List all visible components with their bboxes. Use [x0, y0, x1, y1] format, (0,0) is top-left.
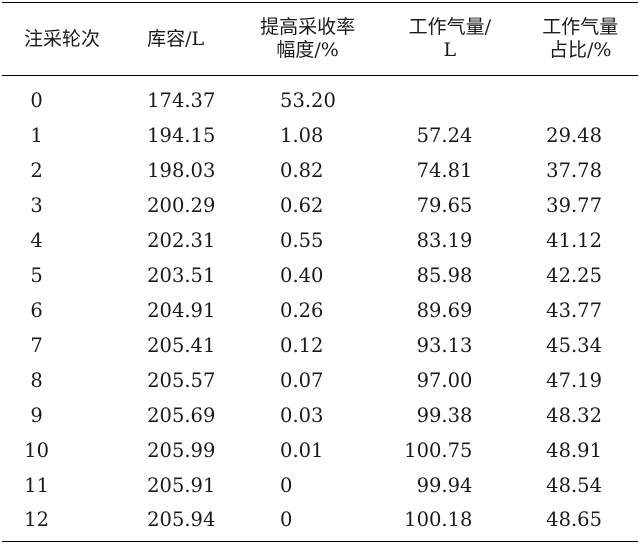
cell-capacity: 204.91 [147, 298, 216, 322]
cell-working-gas: 74.81 [416, 158, 473, 182]
cell-recovery: 1.08 [280, 123, 324, 147]
cell-recovery: 0.07 [280, 368, 324, 392]
cell-capacity: 194.15 [147, 123, 216, 147]
cell-recovery: 0.62 [280, 193, 324, 217]
header-capacity-label: 库容/L [147, 27, 205, 50]
cell-gas-ratio: 37.78 [546, 158, 602, 182]
cell-capacity: 198.03 [147, 158, 216, 182]
cell-round: 8 [30, 368, 43, 392]
cell-gas-ratio: 48.32 [546, 403, 602, 427]
cell-gas-ratio: 48.54 [546, 473, 602, 497]
cell-round: 5 [30, 263, 43, 287]
cell-capacity: 202.31 [147, 228, 216, 252]
table-header: 注采轮次 库容/L 提高采收率 幅度/% 工作气量/ L 工作气量 占比/% [2, 2, 638, 76]
header-recovery-line2: 幅度/% [276, 39, 339, 61]
cell-gas-ratio: 48.65 [546, 508, 602, 531]
table-row: 11 205.91 0 99.94 48.54 [2, 468, 638, 503]
cell-capacity: 205.91 [147, 473, 216, 497]
cell-working-gas: 85.98 [416, 263, 473, 287]
cell-round: 4 [30, 228, 43, 252]
cell-gas-ratio: 47.19 [546, 368, 602, 392]
cell-round: 7 [30, 333, 43, 357]
cell-gas-ratio: 48.91 [546, 438, 602, 462]
cell-recovery: 0 [280, 473, 293, 497]
cell-gas-ratio: 42.25 [546, 263, 602, 287]
cell-round: 10 [24, 438, 49, 462]
header-round-label: 注采轮次 [24, 27, 101, 50]
cell-gas-ratio: 43.77 [546, 298, 602, 322]
header-gas-ratio: 工作气量 占比/% [522, 3, 638, 76]
cell-working-gas: 99.94 [416, 473, 473, 497]
cell-round: 0 [30, 89, 43, 112]
cell-round: 11 [24, 473, 49, 497]
header-recovery-line1: 提高采收率 [260, 16, 356, 38]
cell-round: 12 [24, 508, 49, 531]
cell-capacity: 203.51 [147, 263, 216, 287]
table-row: 7 205.41 0.12 93.13 45.34 [2, 328, 638, 363]
table-row: 6 204.91 0.26 89.69 43.77 [2, 293, 638, 328]
cell-recovery: 0.03 [280, 403, 324, 427]
cell-round: 3 [30, 193, 43, 217]
header-working-gas: 工作气量/ L [377, 3, 522, 76]
cell-gas-ratio: 29.48 [546, 123, 602, 147]
cell-working-gas: 100.18 [404, 508, 473, 531]
table-row: 2 198.03 0.82 74.81 37.78 [2, 153, 638, 188]
cell-capacity: 205.99 [147, 438, 216, 462]
cell-working-gas: 100.75 [404, 438, 473, 462]
cell-working-gas [377, 76, 522, 119]
cell-round: 2 [30, 158, 43, 182]
cell-working-gas: 89.69 [416, 298, 473, 322]
table-row: 5 203.51 0.40 85.98 42.25 [2, 258, 638, 293]
cell-capacity: 174.37 [147, 89, 216, 112]
table-row: 0 174.37 53.20 [2, 76, 638, 119]
header-gas-ratio-line1: 工作气量 [542, 16, 619, 38]
cell-capacity: 205.94 [147, 508, 216, 531]
cell-round: 1 [30, 123, 43, 147]
cell-recovery: 0.01 [280, 438, 324, 462]
cell-gas-ratio: 41.12 [546, 228, 602, 252]
header-working-gas-line1: 工作气量/ [408, 16, 491, 38]
table-row: 4 202.31 0.55 83.19 41.12 [2, 223, 638, 258]
header-row: 注采轮次 库容/L 提高采收率 幅度/% 工作气量/ L 工作气量 占比/% [2, 2, 638, 76]
header-capacity: 库容/L [129, 3, 238, 76]
cell-recovery: 0.82 [280, 158, 324, 182]
table-row: 9 205.69 0.03 99.38 48.32 [2, 398, 638, 433]
table-body: 0 174.37 53.20 1 194.15 1.08 57.24 29.48 2 198.03… [2, 76, 638, 542]
cell-recovery: 53.20 [280, 89, 336, 112]
table-row: 8 205.57 0.07 97.00 47.19 [2, 363, 638, 398]
cell-round: 9 [30, 403, 43, 427]
cell-gas-ratio: 39.77 [546, 193, 602, 217]
cell-capacity: 205.69 [147, 403, 216, 427]
header-gas-ratio-line2: 占比/% [548, 39, 612, 61]
cell-capacity: 205.41 [147, 333, 216, 357]
cell-capacity: 200.29 [147, 193, 216, 217]
cell-gas-ratio: 45.34 [546, 333, 602, 357]
table-row: 12 205.94 0 100.18 48.65 [2, 503, 638, 542]
cell-gas-ratio [522, 76, 638, 119]
cell-round: 6 [30, 298, 43, 322]
cell-working-gas: 97.00 [416, 368, 473, 392]
cell-working-gas: 99.38 [416, 403, 473, 427]
cell-recovery: 0 [280, 508, 293, 531]
table-row: 10 205.99 0.01 100.75 48.91 [2, 433, 638, 468]
table-row: 1 194.15 1.08 57.24 29.48 [2, 118, 638, 153]
header-working-gas-line2: L [443, 39, 457, 61]
cell-recovery: 0.40 [280, 263, 324, 287]
cell-working-gas: 83.19 [416, 228, 473, 252]
table-row: 3 200.29 0.62 79.65 39.77 [2, 188, 638, 223]
cell-recovery: 0.26 [280, 298, 324, 322]
cell-capacity: 205.57 [147, 368, 216, 392]
cell-recovery: 0.55 [280, 228, 324, 252]
cell-working-gas: 93.13 [416, 333, 473, 357]
header-round: 注采轮次 [2, 3, 129, 76]
cell-working-gas: 79.65 [416, 193, 473, 217]
cell-working-gas: 57.24 [416, 123, 473, 147]
cell-recovery: 0.12 [280, 333, 324, 357]
header-recovery: 提高采收率 幅度/% [238, 3, 377, 76]
